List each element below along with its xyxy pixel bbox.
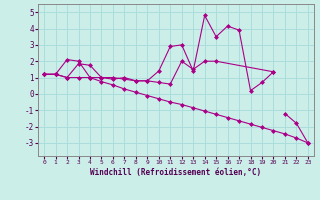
X-axis label: Windchill (Refroidissement éolien,°C): Windchill (Refroidissement éolien,°C): [91, 168, 261, 177]
